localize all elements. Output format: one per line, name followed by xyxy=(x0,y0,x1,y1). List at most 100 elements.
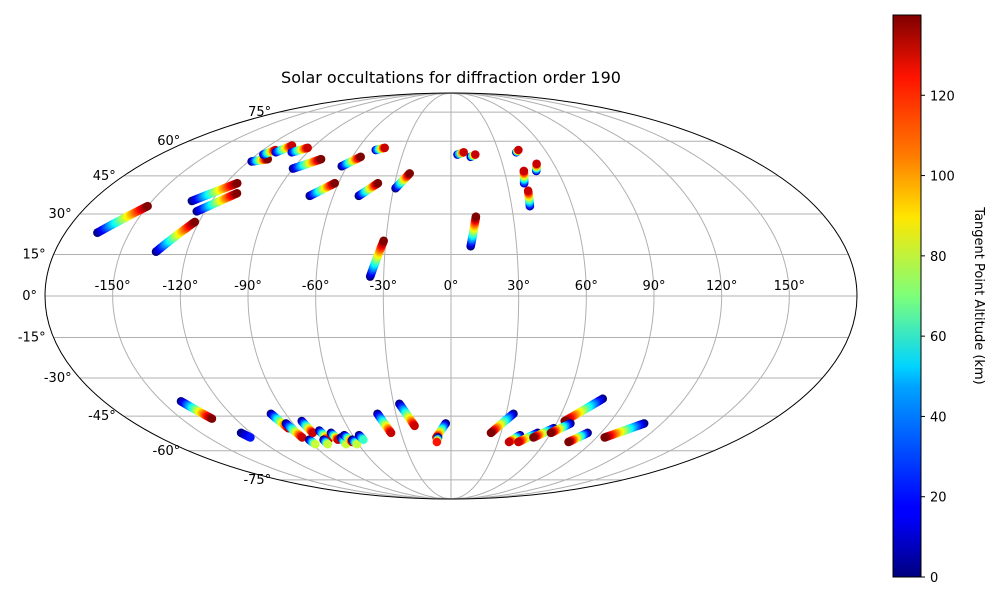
colorbar-ticks: 0 20 40 60 80 100 120 xyxy=(921,89,955,586)
colorbar-tick-label: 60 xyxy=(930,330,947,345)
y-tick-label: -60° xyxy=(153,444,181,459)
occultation-track xyxy=(176,396,217,423)
occultation-point xyxy=(504,437,514,447)
occultation-track xyxy=(93,201,152,237)
occultation-point xyxy=(410,421,419,431)
occultation-track xyxy=(373,409,396,438)
meridian-line xyxy=(179,92,452,500)
occultation-track xyxy=(564,428,592,447)
occultation-point xyxy=(311,439,320,449)
occultation-point xyxy=(330,178,340,188)
occultation-point xyxy=(523,186,533,196)
map-gridlines xyxy=(45,92,857,500)
occultation-track xyxy=(523,186,535,211)
occultation-track xyxy=(319,435,333,449)
occultation-point xyxy=(373,178,383,188)
occultation-point xyxy=(143,201,152,211)
occultation-point xyxy=(514,437,523,447)
meridian-line xyxy=(450,92,723,500)
meridian-line xyxy=(450,92,790,500)
chart-title: Solar occultations for diffraction order… xyxy=(281,68,621,87)
y-tick-label: 30° xyxy=(49,207,72,222)
colorbar-tick-label: 40 xyxy=(930,410,947,425)
occultation-track xyxy=(281,419,307,442)
occultation-point xyxy=(380,143,390,153)
occultation-point xyxy=(546,428,556,438)
occultation-track xyxy=(151,217,200,256)
occultation-point xyxy=(519,166,529,176)
occultation-point xyxy=(207,414,217,423)
occultation-point xyxy=(529,433,538,442)
colorbar-tick-label: 20 xyxy=(930,491,947,506)
occultation-track xyxy=(466,150,480,162)
occultation-point xyxy=(379,236,389,246)
occultation-point xyxy=(470,150,480,159)
occultation-track xyxy=(297,416,318,438)
meridian-line xyxy=(247,92,452,500)
occultation-track xyxy=(304,435,320,449)
occultation-point xyxy=(532,159,541,169)
occultation-point xyxy=(297,433,307,442)
occultation-track xyxy=(512,145,523,157)
y-tick-label: 0° xyxy=(22,289,37,304)
meridian-line xyxy=(112,92,452,500)
colorbar-tick-label: 100 xyxy=(930,170,955,185)
occultation-track xyxy=(347,435,362,449)
occultation-point xyxy=(190,217,200,227)
occultation-point xyxy=(308,428,318,438)
x-tick-label: -60° xyxy=(302,279,330,294)
axis-tick-labels: -150° -120° -90° -60° -30° 0° 30° 60° 90° 120° 150… xyxy=(18,105,805,488)
y-tick-label: 15° xyxy=(23,247,46,262)
occultation-point xyxy=(359,435,368,445)
occultation-point xyxy=(600,433,609,442)
occultation-point xyxy=(323,439,333,449)
meridian-line xyxy=(450,92,587,500)
y-tick-label: -75° xyxy=(243,473,271,488)
y-tick-label: 60° xyxy=(157,134,180,149)
colorbar xyxy=(892,14,922,578)
occultation-track xyxy=(531,159,541,176)
occultation-point xyxy=(386,428,396,438)
occultation-point xyxy=(405,169,414,178)
x-tick-label: -30° xyxy=(369,279,397,294)
occultation-track xyxy=(305,178,340,201)
meridian-line xyxy=(450,92,655,500)
occultation-track xyxy=(466,212,481,251)
occultation-track xyxy=(192,188,242,216)
y-tick-label: -45° xyxy=(88,409,116,424)
colorbar-label: Tangent Point Altitude (km) xyxy=(971,206,986,384)
occultation-point xyxy=(232,188,242,198)
occultation-point xyxy=(486,428,496,438)
x-tick-label: -120° xyxy=(162,279,198,294)
meridian-line xyxy=(450,92,520,500)
x-tick-label: 30° xyxy=(507,279,530,294)
occultation-point xyxy=(432,437,442,447)
occultation-points xyxy=(93,141,649,449)
occultation-track xyxy=(453,147,469,159)
colorbar-tick-label: 120 xyxy=(930,89,955,104)
x-tick-label: 0° xyxy=(444,279,459,294)
occultation-point xyxy=(514,145,523,155)
x-tick-label: -90° xyxy=(234,279,262,294)
occultation-track xyxy=(391,169,414,193)
occultation-track xyxy=(187,178,242,206)
occultation-point xyxy=(316,154,326,164)
colorbar-tick-label: 80 xyxy=(930,250,947,265)
meridian-line xyxy=(315,92,452,500)
y-tick-label: -30° xyxy=(44,371,72,386)
occultation-track xyxy=(519,166,529,188)
occultation-track xyxy=(354,430,368,445)
occultation-track xyxy=(337,152,365,171)
occultation-track xyxy=(288,154,326,173)
map-boundary xyxy=(44,92,858,500)
occultation-track xyxy=(371,143,390,155)
occultation-track xyxy=(600,419,649,442)
occultation-point xyxy=(356,152,365,162)
occultation-track xyxy=(432,433,443,447)
x-tick-label: 150° xyxy=(774,279,805,294)
x-tick-label: 120° xyxy=(706,279,737,294)
occultation-point xyxy=(232,178,242,188)
occultation-point xyxy=(303,143,312,153)
occultation-track xyxy=(486,409,518,438)
occultation-track xyxy=(271,141,297,157)
